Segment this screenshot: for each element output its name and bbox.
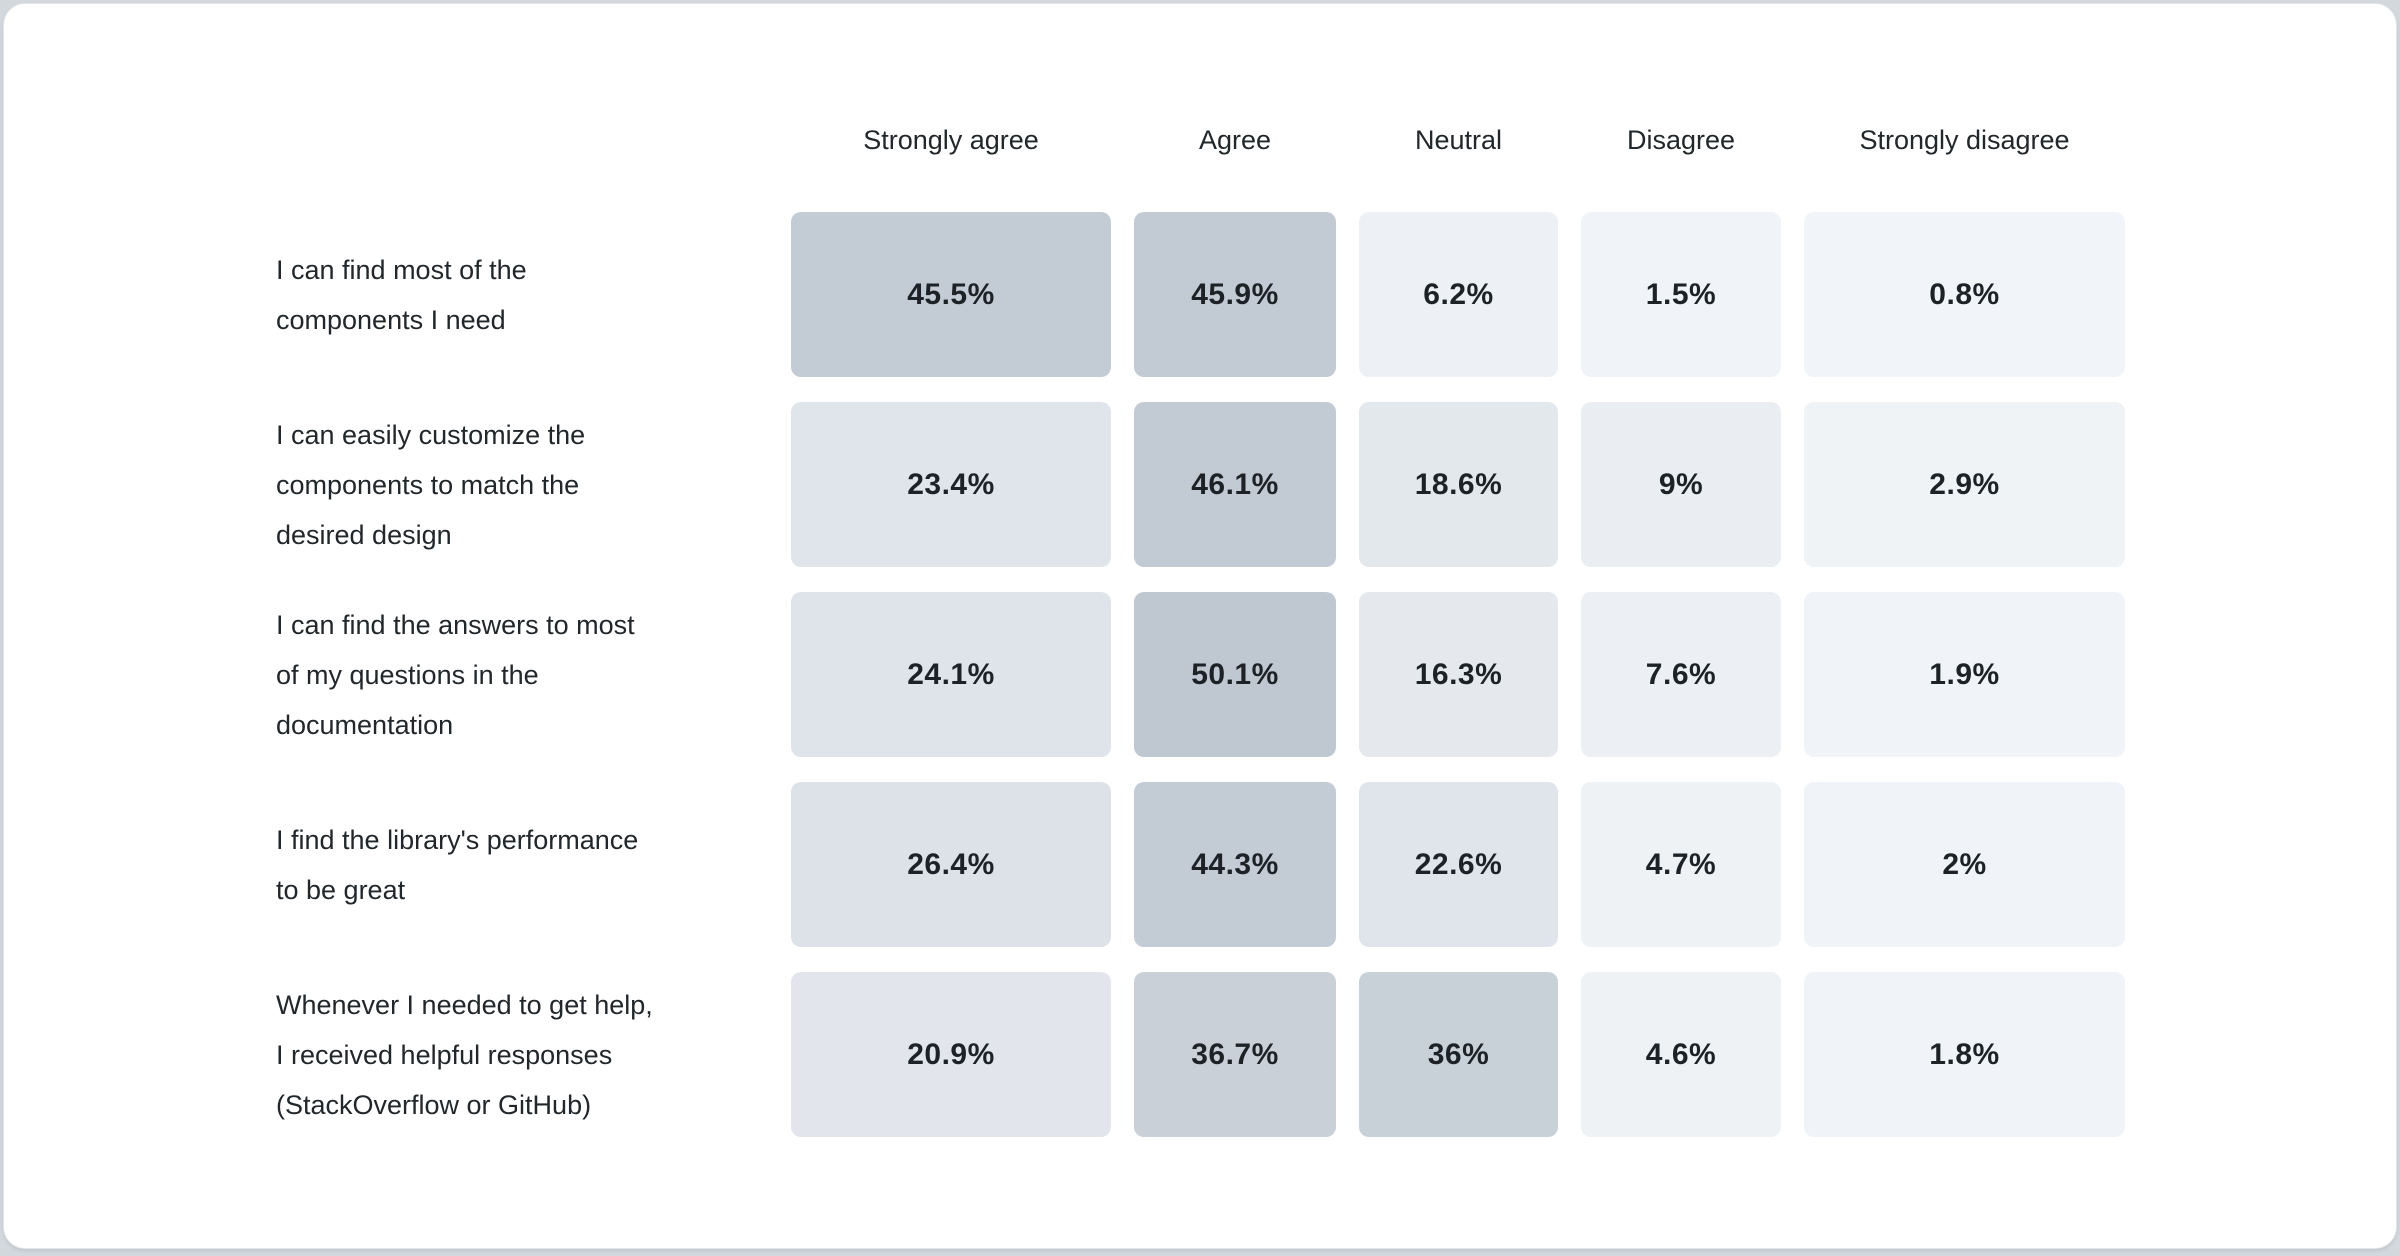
heatmap-cell: 36.7% [1134, 972, 1336, 1137]
column-header-strongly-agree: Strongly agree [863, 124, 1039, 155]
heatmap-cell: 50.1% [1134, 592, 1336, 757]
survey-results-card: Strongly agree Agree Neutral Disagree St… [3, 3, 2397, 1249]
heatmap-cell: 20.9% [791, 972, 1111, 1137]
heatmap-cell: 9% [1581, 402, 1781, 567]
row-label: I can easily customize the components to… [276, 419, 586, 550]
heatmap-cell: 2% [1804, 782, 2125, 947]
heatmap-cell: 2.9% [1804, 402, 2125, 567]
heatmap-cell: 36% [1359, 972, 1558, 1137]
row-label: I can find most of the components I need [276, 254, 527, 335]
row-label: I can find the answers to most of my que… [276, 609, 635, 740]
heatmap-cell: 23.4% [791, 402, 1111, 567]
column-header-disagree: Disagree [1626, 124, 1736, 155]
heatmap-header-row: Strongly agree Agree Neutral Disagree St… [276, 120, 2123, 160]
heatmap-body: I can find most of the components I need… [276, 212, 2125, 1137]
heatmap-cell: 18.6% [1359, 402, 1558, 567]
heatmap-cell: 24.1% [791, 592, 1111, 757]
heatmap-cell: 4.6% [1581, 972, 1781, 1137]
heatmap-cell: 22.6% [1359, 782, 1558, 947]
heatmap-cell: 4.7% [1581, 782, 1781, 947]
column-header-agree: Agree [1198, 124, 1272, 155]
column-header-neutral: Neutral [1414, 124, 1503, 155]
row-label: I find the library's performance to be g… [276, 824, 639, 905]
heatmap-cell: 7.6% [1581, 592, 1781, 757]
heatmap-cell: 44.3% [1134, 782, 1336, 947]
heatmap-cell: 6.2% [1359, 212, 1558, 377]
heatmap-cell: 1.8% [1804, 972, 2125, 1137]
heatmap-cell: 1.5% [1581, 212, 1781, 377]
heatmap-cell: 26.4% [791, 782, 1111, 947]
column-header-strongly-disagree: Strongly disagree [1859, 124, 2070, 155]
heatmap-cell: 1.9% [1804, 592, 2125, 757]
heatmap-cell: 45.5% [791, 212, 1111, 377]
heatmap-chart: Strongly agree Agree Neutral Disagree St… [4, 4, 2396, 1137]
row-label: Whenever I needed to get help, I receive… [276, 989, 653, 1120]
heatmap-cell: 16.3% [1359, 592, 1558, 757]
heatmap-cell: 46.1% [1134, 402, 1336, 567]
heatmap-cell: 45.9% [1134, 212, 1336, 377]
heatmap-cell: 0.8% [1804, 212, 2125, 377]
row-label-column-spacer [276, 120, 768, 160]
